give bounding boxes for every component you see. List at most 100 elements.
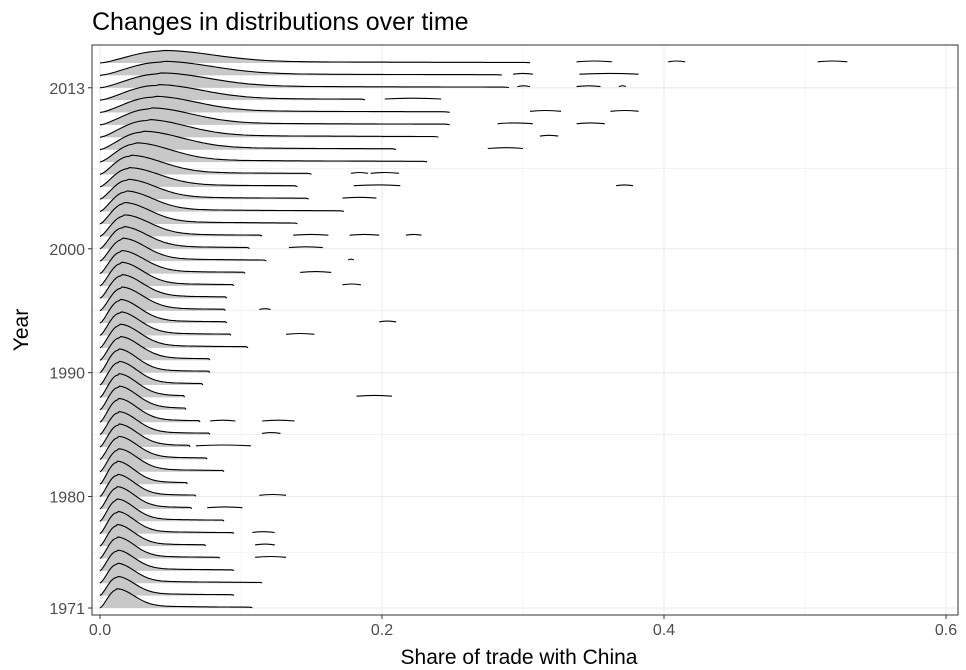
ridge-1975 bbox=[99, 536, 287, 559]
ridge-line bbox=[99, 178, 309, 200]
ridge-line bbox=[99, 348, 211, 374]
ridge-line bbox=[99, 385, 187, 411]
ridge-fill bbox=[100, 50, 530, 63]
ridge-line bbox=[99, 84, 366, 101]
outlier-segment bbox=[576, 85, 601, 88]
ridge-fill bbox=[100, 324, 249, 348]
ridge-line bbox=[99, 411, 211, 436]
ridge-fill bbox=[100, 179, 309, 200]
ridge-2008 bbox=[99, 130, 524, 151]
outlier-segment bbox=[539, 134, 559, 137]
x-axis: 0.0 0.2 0.4 0.6 bbox=[89, 615, 957, 639]
ridge-fill bbox=[100, 190, 344, 212]
ridge-2006 bbox=[99, 154, 399, 175]
ridge-fill bbox=[100, 119, 439, 138]
ridge-fill bbox=[100, 499, 225, 522]
outlier-segment bbox=[209, 419, 236, 422]
ridge-line bbox=[99, 423, 191, 448]
ridge-1974 bbox=[99, 549, 235, 572]
ridge-line bbox=[99, 486, 193, 510]
outlier-segment bbox=[579, 72, 639, 75]
outlier-segment bbox=[817, 60, 848, 63]
x-tick-label: 0.6 bbox=[935, 622, 957, 639]
ridge-line bbox=[99, 460, 188, 485]
ridge-2002 bbox=[99, 201, 298, 225]
ridge-1973 bbox=[99, 562, 263, 584]
ridge-2013 bbox=[99, 72, 627, 89]
ridge-line bbox=[99, 298, 228, 324]
ridge-2011 bbox=[99, 95, 639, 114]
ridge-fill bbox=[100, 96, 450, 113]
outlier-segment bbox=[370, 171, 399, 174]
chart-title: Changes in distributions over time bbox=[92, 8, 469, 36]
ridge-line bbox=[99, 448, 225, 473]
outlier-segment bbox=[207, 506, 243, 509]
outlier-segment bbox=[353, 184, 401, 187]
ridge-line bbox=[99, 311, 232, 336]
ridge-line bbox=[99, 336, 211, 361]
outlier-segment bbox=[255, 555, 287, 558]
ridge-line bbox=[99, 323, 249, 349]
ridge-2015 bbox=[99, 49, 848, 64]
outlier-segment bbox=[259, 308, 271, 311]
ridge-line bbox=[99, 119, 439, 138]
ridge-1972 bbox=[99, 575, 235, 597]
ridge-line bbox=[99, 49, 531, 64]
outlier-segment bbox=[195, 444, 251, 447]
outlier-segment bbox=[288, 246, 323, 249]
ridge-fill bbox=[100, 448, 225, 472]
outlier-segment bbox=[259, 493, 287, 496]
outlier-segment bbox=[615, 184, 634, 187]
ridge-2012 bbox=[99, 84, 442, 101]
ridge-1992 bbox=[99, 323, 249, 349]
ridge-line bbox=[99, 575, 235, 597]
ridge-line bbox=[99, 60, 502, 76]
ridge-line bbox=[99, 510, 235, 535]
outlier-segment bbox=[517, 85, 531, 88]
outlier-segment bbox=[668, 60, 686, 63]
ridge-line bbox=[99, 588, 253, 609]
ridge-fill bbox=[100, 576, 234, 596]
outlier-segment bbox=[576, 60, 612, 63]
ridge-line bbox=[99, 167, 298, 188]
ridge-fill bbox=[100, 107, 450, 125]
x-tick-label: 0.0 bbox=[89, 622, 111, 639]
ridge-fill bbox=[100, 563, 263, 584]
ridge-2003 bbox=[99, 190, 345, 213]
ridge-1971 bbox=[99, 588, 253, 609]
outlier-segment bbox=[497, 122, 533, 125]
outlier-segment bbox=[350, 171, 369, 174]
ridge-line bbox=[99, 524, 207, 547]
ridge-line bbox=[99, 373, 186, 398]
ridge-2014 bbox=[99, 60, 639, 76]
ridge-line bbox=[99, 473, 197, 497]
outlier-segment bbox=[349, 233, 380, 236]
ridge-fill bbox=[100, 131, 397, 150]
ridge-line bbox=[99, 498, 225, 522]
ridge-fill bbox=[100, 511, 234, 534]
ridge-line bbox=[99, 95, 450, 114]
outlier-segment bbox=[300, 271, 332, 273]
outlier-segment bbox=[342, 283, 361, 286]
outlier-segment bbox=[618, 85, 627, 88]
ridge-fill bbox=[100, 155, 312, 175]
outlier-segment bbox=[513, 72, 533, 75]
ridge-line bbox=[99, 536, 221, 559]
x-axis-label: Share of trade with China bbox=[401, 646, 638, 669]
outlier-segment bbox=[576, 122, 605, 125]
ridge-line bbox=[99, 142, 428, 163]
ridge-2005 bbox=[99, 167, 634, 188]
ridge-1978 bbox=[99, 498, 225, 522]
ridge-series bbox=[99, 49, 848, 609]
y-tick-label: 1971 bbox=[49, 601, 85, 618]
outlier-segment bbox=[293, 233, 329, 236]
ridge-fill bbox=[100, 238, 267, 262]
outlier-segment bbox=[379, 320, 397, 323]
ridge-line bbox=[99, 360, 204, 386]
outlier-segment bbox=[529, 109, 562, 112]
outlier-segment bbox=[262, 419, 295, 422]
ridge-line bbox=[99, 250, 246, 275]
ridge-2004 bbox=[99, 178, 377, 200]
outlier-segment bbox=[347, 258, 355, 261]
